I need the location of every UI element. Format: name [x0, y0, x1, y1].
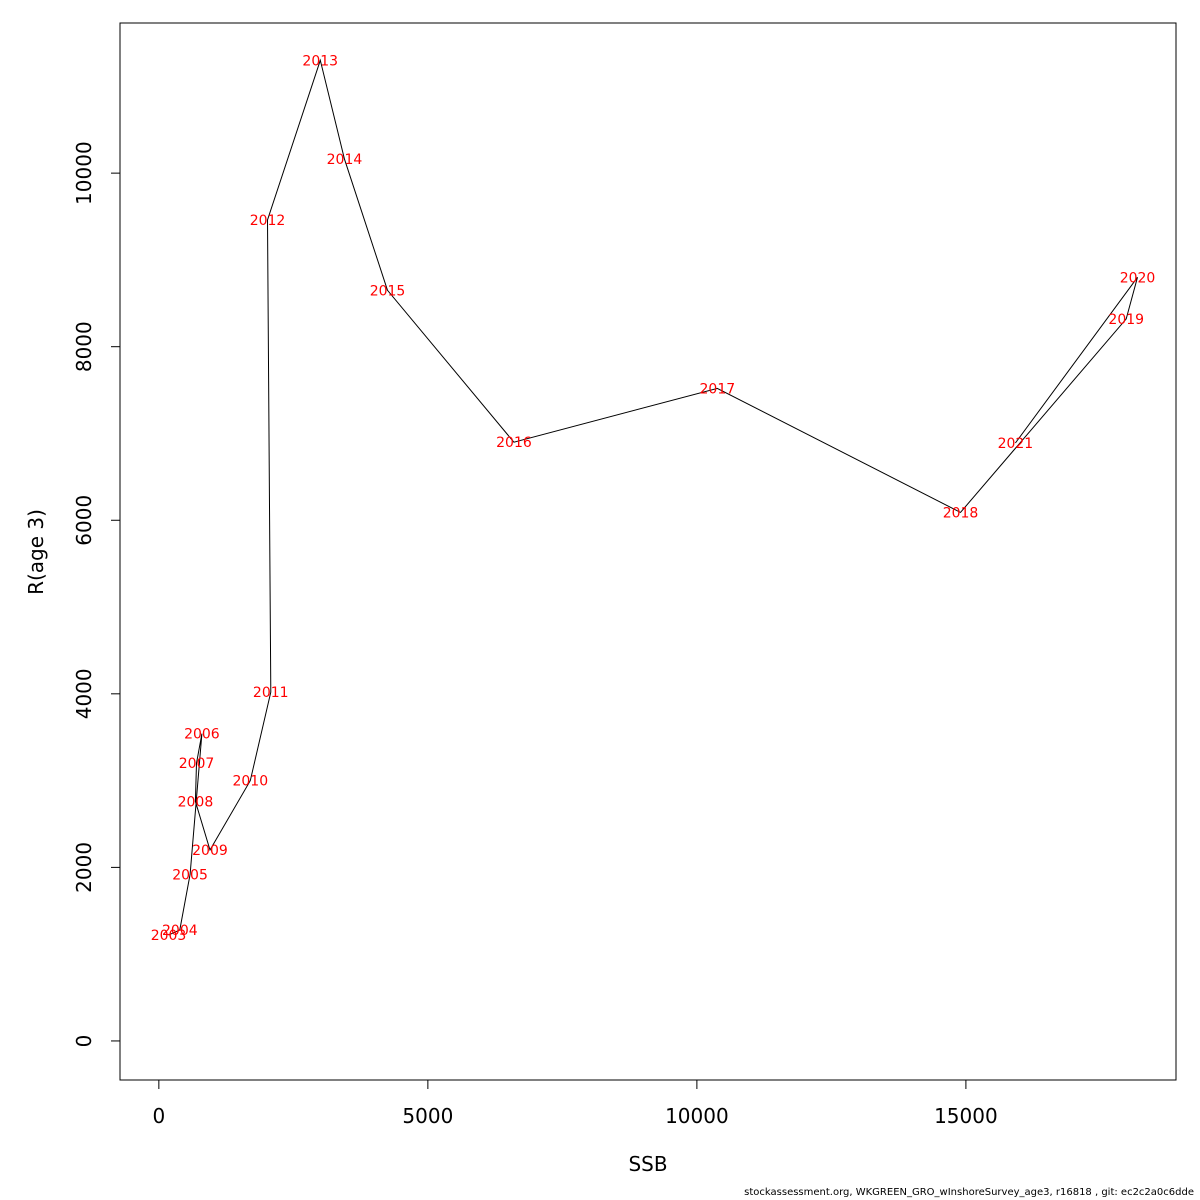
x-tick-label: 15000 [934, 1104, 998, 1128]
y-axis-title: R(age 3) [24, 509, 48, 595]
year-label-2012: 2012 [250, 213, 286, 229]
year-label-2011: 2011 [253, 685, 289, 701]
year-label-2006: 2006 [184, 727, 220, 743]
x-axis-title: SSB [628, 1152, 667, 1176]
y-tick-label: 10000 [72, 141, 96, 205]
year-label-2003: 2003 [151, 928, 187, 944]
year-label-2005: 2005 [172, 867, 208, 883]
year-label-2004: 2004 [162, 923, 198, 939]
year-label-2019: 2019 [1108, 312, 1144, 328]
year-label-2014: 2014 [327, 152, 363, 168]
year-label-2008: 2008 [178, 794, 214, 810]
year-label-2015: 2015 [370, 283, 406, 299]
x-axis: 0 5000 10000 15000 [152, 1079, 998, 1128]
y-tick-label: 2000 [72, 842, 96, 893]
recruitment-path [168, 58, 1138, 936]
year-label-2021: 2021 [998, 436, 1034, 452]
y-tick-label: 0 [72, 1035, 96, 1048]
year-label-2018: 2018 [943, 505, 979, 521]
year-label-2013: 2013 [302, 53, 338, 69]
year-label-2009: 2009 [192, 843, 228, 859]
year-label-2010: 2010 [232, 774, 268, 790]
y-tick-label: 4000 [72, 668, 96, 719]
y-tick-label: 8000 [72, 321, 96, 372]
year-label-2016: 2016 [496, 435, 532, 451]
x-tick-label: 10000 [665, 1104, 729, 1128]
year-label-2017: 2017 [700, 381, 736, 397]
series-line [168, 58, 1138, 936]
y-tick-label: 6000 [72, 495, 96, 546]
year-label-2020: 2020 [1120, 270, 1156, 286]
y-axis: 0 2000 4000 6000 8000 10000 [72, 141, 121, 1048]
x-tick-label: 0 [152, 1104, 165, 1128]
year-label-2007: 2007 [179, 756, 215, 772]
footer-credit: stockassessment.org, WKGREEN_GRO_wInshor… [744, 1187, 1194, 1198]
plot-frame [119, 22, 1177, 1081]
x-tick-label: 5000 [402, 1104, 453, 1128]
